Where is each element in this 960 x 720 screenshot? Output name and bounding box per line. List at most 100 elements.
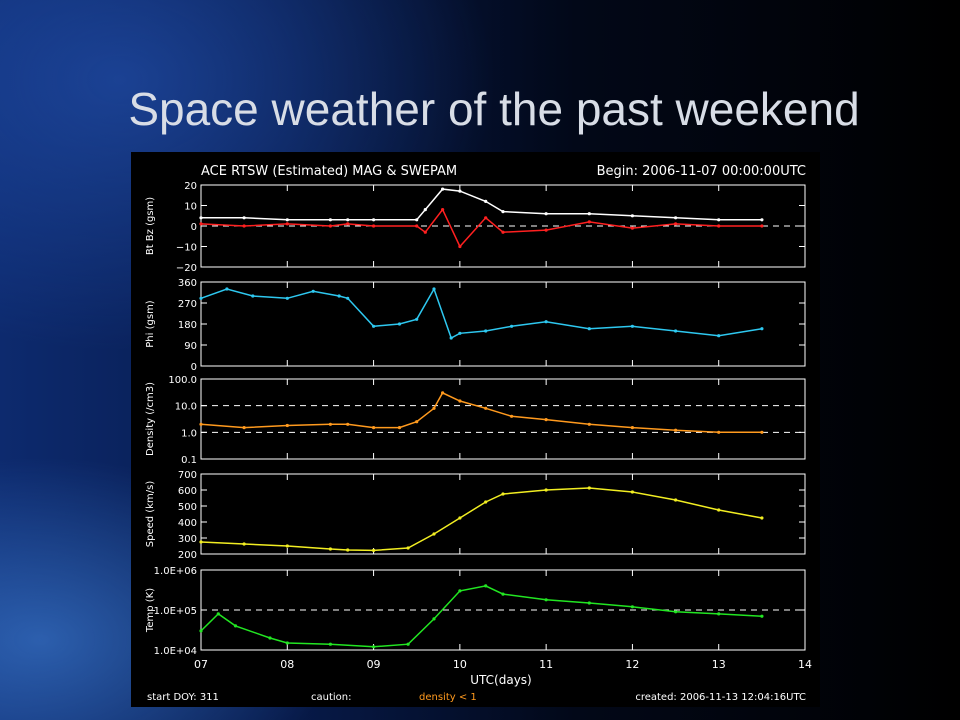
x-tick-label: 07 (194, 658, 208, 671)
data-point-bt (484, 199, 488, 203)
data-point-speed (432, 532, 436, 536)
x-axis-label: UTC(days) (470, 673, 531, 687)
data-point-bz (423, 230, 427, 234)
data-point-density (458, 399, 462, 403)
data-point-bt (760, 218, 764, 222)
x-tick-label: 13 (712, 658, 726, 671)
data-point-bt (423, 208, 427, 212)
data-point-density (717, 430, 721, 434)
panel-5: 1.0E+06 1.0E+05 1.0E+04 Temp (K) (145, 566, 806, 657)
panel-ylabel: Bt Bz (gsm) (145, 197, 156, 255)
data-point-bz (199, 222, 203, 226)
y-tick-label: 1.0E+05 (154, 606, 197, 617)
y-tick-label: 0.1 (181, 455, 197, 466)
panel-ylabel: Speed (km/s) (145, 481, 156, 548)
data-point-bz (346, 222, 350, 226)
data-point-speed (406, 546, 410, 550)
data-point-density (397, 426, 402, 430)
y-tick-label: 90 (184, 341, 197, 352)
data-point-temp (501, 592, 505, 596)
panel-frame (200, 473, 806, 555)
series-line-bz (200, 208, 762, 248)
data-point-bz (458, 244, 462, 249)
data-point-phi (449, 336, 453, 340)
data-point-bz (544, 228, 548, 232)
data-point-temp (372, 645, 376, 649)
data-point-speed (285, 544, 289, 548)
data-point-temp (268, 636, 272, 640)
data-point-phi (760, 327, 764, 331)
data-point-speed (328, 547, 332, 551)
data-point-bz (674, 222, 678, 226)
data-point-phi (337, 294, 341, 298)
data-point-speed (346, 548, 350, 552)
x-tick-label: 08 (280, 658, 294, 671)
data-point-temp (233, 624, 238, 628)
data-point-bt (346, 218, 350, 222)
data-point-density (432, 406, 436, 410)
footer-caution: caution: (311, 692, 352, 703)
slide-title: Space weather of the past weekend (128, 83, 860, 135)
y-tick-label: 10.0 (175, 402, 197, 413)
data-point-phi (199, 296, 203, 300)
x-tick-label: 09 (367, 658, 381, 671)
panel-frame (200, 281, 806, 367)
data-point-temp (484, 584, 488, 588)
data-point-density (199, 422, 203, 426)
data-point-density (285, 423, 289, 428)
panel-ylabel: Phi (gsm) (145, 300, 156, 348)
panel-ylabel: Temp (K) (145, 588, 156, 633)
data-point-density (372, 426, 376, 430)
ace-rtsw-plot: ACE RTSW (Estimated) MAG & SWEPAM Begin:… (131, 152, 820, 707)
data-point-bt (674, 216, 678, 220)
data-point-bz (372, 224, 376, 228)
data-point-bz (415, 224, 419, 228)
data-point-bz (328, 224, 332, 228)
data-point-density (415, 420, 419, 424)
data-point-phi (432, 287, 436, 291)
series-line-bt (201, 188, 762, 221)
data-point-temp (406, 642, 410, 646)
y-tick-label: 600 (178, 486, 197, 497)
data-point-density (346, 422, 350, 426)
data-point-speed (501, 492, 505, 496)
y-tick-label: 1.0E+06 (154, 566, 197, 577)
data-point-density (587, 422, 591, 426)
data-point-speed (630, 490, 634, 494)
x-tick-label: 11 (539, 658, 553, 671)
data-point-temp (458, 589, 462, 593)
data-point-phi (225, 287, 229, 291)
data-point-speed (372, 548, 376, 552)
data-point-density (544, 418, 548, 422)
data-point-phi (372, 324, 376, 328)
data-point-temp (630, 605, 634, 609)
footer-density-note: density < 1 (419, 692, 477, 703)
data-point-temp (328, 642, 332, 646)
data-point-phi (415, 317, 419, 321)
plot-canvas: ACE RTSW (Estimated) MAG & SWEPAM Begin:… (145, 164, 812, 703)
y-tick-label: 360 (178, 278, 197, 289)
panel-4: 700 600 500 400 300 200 Speed (km/s) (145, 470, 806, 561)
footer-created: created: 2006-11-13 12:04:16UTC (635, 692, 806, 703)
data-point-bz (441, 208, 445, 212)
data-point-phi (510, 324, 514, 328)
data-point-speed (760, 516, 764, 520)
panel-frame (200, 378, 806, 460)
data-point-bt (415, 218, 419, 222)
data-point-speed (544, 488, 548, 492)
y-tick-label: 0 (191, 222, 197, 233)
data-point-temp (717, 612, 721, 616)
data-point-density (441, 391, 445, 395)
data-point-density (674, 428, 678, 432)
data-point-temp (285, 641, 289, 645)
data-point-bt (458, 189, 462, 193)
panels-layer: 20 10 0 −10 −20 Bt Bz (gsm) 360 270 180 90 0 Phi (g… (145, 181, 812, 671)
data-point-bz (242, 224, 246, 228)
data-point-density (484, 406, 488, 410)
data-point-bt (544, 212, 548, 216)
data-point-phi (311, 289, 315, 293)
y-tick-label: 700 (178, 470, 197, 481)
y-tick-label: 400 (178, 518, 197, 529)
data-point-temp (216, 612, 220, 616)
x-tick-label: 14 (798, 658, 812, 671)
